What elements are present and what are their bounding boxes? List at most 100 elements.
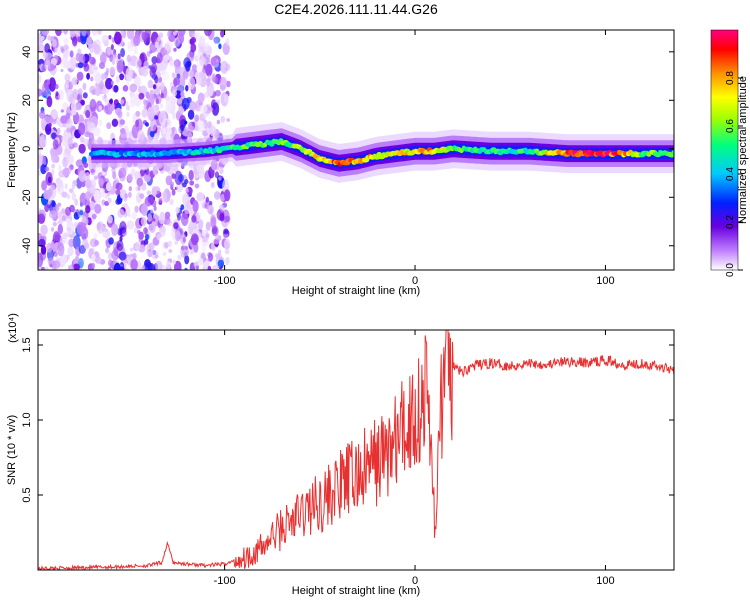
y-tick-label: 0.5 bbox=[21, 487, 33, 502]
noise-blob bbox=[65, 218, 72, 225]
noise-blob bbox=[78, 258, 84, 269]
noise-blob bbox=[161, 191, 168, 203]
noise-blob bbox=[155, 260, 163, 270]
noise-blob bbox=[101, 73, 105, 81]
noise-blob bbox=[52, 139, 59, 150]
noise-blob bbox=[180, 204, 185, 211]
noise-blob bbox=[166, 261, 171, 269]
noise-blob bbox=[211, 225, 219, 237]
noise-blob bbox=[78, 122, 86, 136]
noise-blob bbox=[48, 123, 52, 128]
noise-blob bbox=[197, 92, 205, 103]
noise-blob bbox=[54, 47, 59, 53]
noise-blob bbox=[58, 164, 62, 171]
noise-blob bbox=[104, 194, 110, 200]
noise-blob bbox=[126, 54, 132, 63]
noise-blob bbox=[105, 70, 109, 76]
noise-blob bbox=[51, 200, 56, 208]
ridge-envelope-3 bbox=[91, 136, 674, 169]
noise-blob bbox=[140, 169, 146, 177]
spectrogram-axes: -100 0 100 -40 -20 0 20 40 bbox=[21, 30, 674, 287]
spectrogram-frame bbox=[37, 29, 675, 271]
noise-blob bbox=[99, 225, 107, 232]
noise-blob bbox=[156, 233, 161, 241]
noise-blob bbox=[197, 108, 201, 112]
noise-blob bbox=[122, 85, 129, 92]
noise-blob bbox=[93, 175, 98, 181]
noise-blob bbox=[145, 261, 153, 270]
noise-blob bbox=[69, 93, 76, 105]
noise-blob bbox=[115, 182, 123, 191]
noise-blob bbox=[46, 242, 53, 253]
noise-blob bbox=[92, 127, 101, 136]
noise-blob bbox=[98, 177, 104, 186]
noise-blob bbox=[81, 215, 87, 224]
noise-blob bbox=[112, 54, 118, 60]
noise-blob bbox=[189, 249, 194, 255]
noise-blob bbox=[40, 224, 48, 236]
noise-blob bbox=[222, 63, 226, 69]
noise-blob bbox=[49, 264, 53, 268]
noise-blob bbox=[160, 92, 164, 99]
noise-blob bbox=[147, 106, 155, 121]
noise-blob bbox=[104, 201, 110, 206]
noise-blob bbox=[121, 220, 126, 227]
colorbar-tick-label: 0.8 bbox=[725, 71, 736, 85]
noise-blob bbox=[81, 30, 87, 37]
noise-blob bbox=[153, 132, 160, 141]
noise-blob bbox=[145, 233, 150, 241]
noise-blob bbox=[86, 35, 93, 47]
noise-blob bbox=[100, 51, 107, 65]
noise-blob bbox=[129, 83, 138, 93]
noise-blob bbox=[71, 36, 78, 47]
noise-blob bbox=[82, 92, 88, 99]
noise-blob bbox=[75, 255, 80, 262]
noise-blob bbox=[60, 69, 64, 72]
noise-blob bbox=[188, 169, 194, 181]
noise-blob bbox=[61, 208, 66, 215]
noise-blob bbox=[180, 91, 185, 97]
noise-blob bbox=[113, 85, 119, 93]
noise-blob bbox=[219, 204, 225, 212]
noise-blob bbox=[117, 110, 123, 119]
noise-blob bbox=[190, 233, 199, 246]
noise-blob bbox=[205, 196, 209, 203]
noise-blob bbox=[61, 136, 65, 142]
noise-blob bbox=[52, 260, 61, 269]
noise-blob bbox=[199, 199, 206, 206]
noise-blob bbox=[109, 99, 113, 104]
noise-blob bbox=[130, 259, 138, 270]
noise-blob bbox=[136, 177, 144, 187]
noise-blob bbox=[89, 201, 96, 211]
noise-blob bbox=[140, 267, 144, 270]
noise-blob bbox=[40, 245, 47, 255]
noise-blob bbox=[212, 265, 219, 270]
noise-blob bbox=[219, 76, 228, 90]
noise-blob bbox=[113, 262, 122, 270]
noise-blob bbox=[91, 30, 98, 36]
noise-blob bbox=[207, 74, 212, 82]
noise-blob bbox=[168, 249, 173, 253]
noise-blob bbox=[133, 227, 139, 234]
noise-blob bbox=[191, 64, 197, 71]
noise-blob bbox=[197, 120, 205, 133]
noise-blob bbox=[66, 83, 70, 89]
noise-blob bbox=[75, 52, 81, 62]
noise-blob bbox=[83, 138, 90, 146]
noise-blob bbox=[38, 260, 43, 267]
noise-blob bbox=[158, 110, 167, 126]
noise-blob bbox=[98, 105, 103, 111]
noise-blob bbox=[72, 235, 81, 250]
noise-blob bbox=[71, 77, 78, 86]
noise-blob bbox=[169, 56, 173, 62]
noise-blob bbox=[106, 181, 112, 192]
noise-blob bbox=[183, 120, 188, 125]
noise-blob bbox=[74, 198, 79, 206]
noise-blob bbox=[49, 36, 54, 41]
noise-blob bbox=[44, 43, 51, 54]
spectrogram-heatmap bbox=[38, 30, 674, 270]
colorbar bbox=[710, 29, 739, 271]
noise-blob bbox=[138, 92, 145, 100]
noise-blob bbox=[38, 73, 42, 84]
